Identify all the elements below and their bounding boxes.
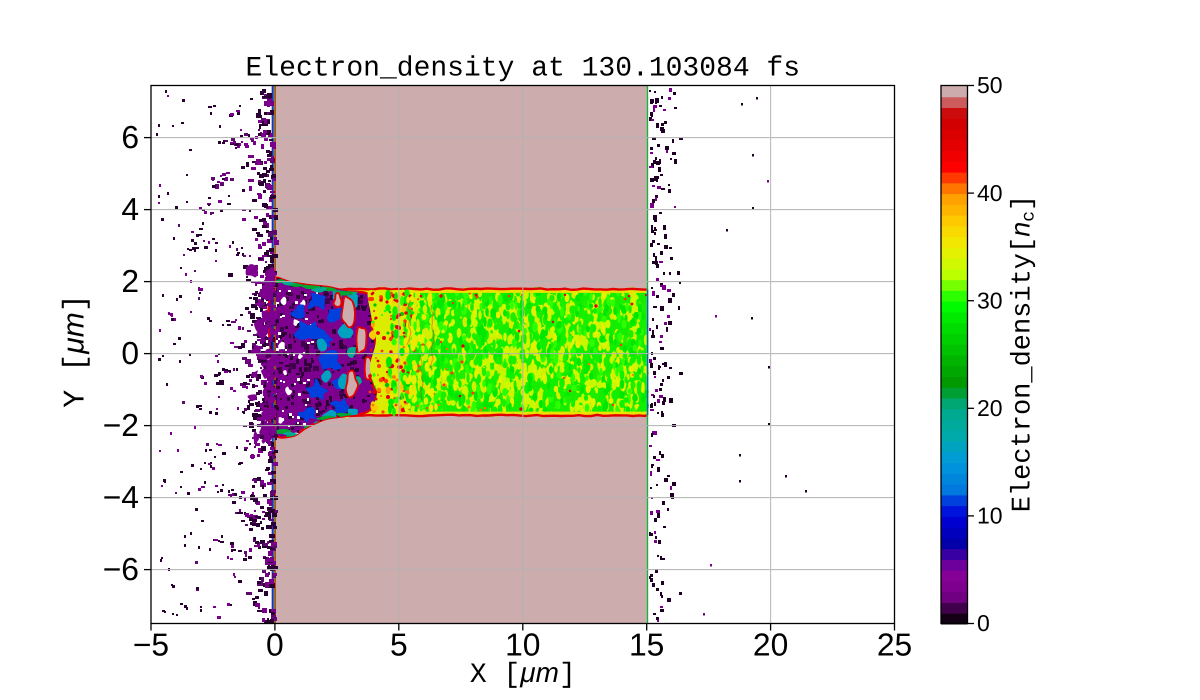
svg-text:50: 50 bbox=[977, 72, 1003, 98]
svg-text:30: 30 bbox=[977, 287, 1003, 313]
svg-text:−4: −4 bbox=[103, 479, 139, 515]
svg-text:−2: −2 bbox=[103, 407, 139, 443]
svg-text:5: 5 bbox=[390, 627, 408, 663]
svg-text:4: 4 bbox=[121, 191, 139, 227]
svg-text:10: 10 bbox=[977, 503, 1003, 529]
svg-text:6: 6 bbox=[121, 119, 139, 155]
svg-text:15: 15 bbox=[629, 627, 664, 663]
svg-text:2: 2 bbox=[121, 263, 139, 299]
svg-text:X [μm]: X [μm] bbox=[470, 657, 576, 691]
svg-text:10: 10 bbox=[505, 627, 540, 663]
svg-text:0: 0 bbox=[977, 610, 990, 636]
svg-text:−6: −6 bbox=[103, 551, 139, 587]
svg-text:0: 0 bbox=[266, 627, 284, 663]
svg-text:0: 0 bbox=[121, 335, 139, 371]
svg-text:Electron_density at 130.103084: Electron_density at 130.103084 fs bbox=[246, 54, 801, 85]
svg-text:Y [μm]: Y [μm] bbox=[58, 294, 94, 407]
svg-text:20: 20 bbox=[753, 627, 788, 663]
svg-text:20: 20 bbox=[977, 395, 1003, 421]
svg-text:40: 40 bbox=[977, 180, 1003, 206]
svg-text:−5: −5 bbox=[133, 627, 169, 663]
svg-text:25: 25 bbox=[877, 627, 912, 663]
svg-text:Electron_density[nc]: Electron_density[nc] bbox=[1006, 195, 1040, 513]
